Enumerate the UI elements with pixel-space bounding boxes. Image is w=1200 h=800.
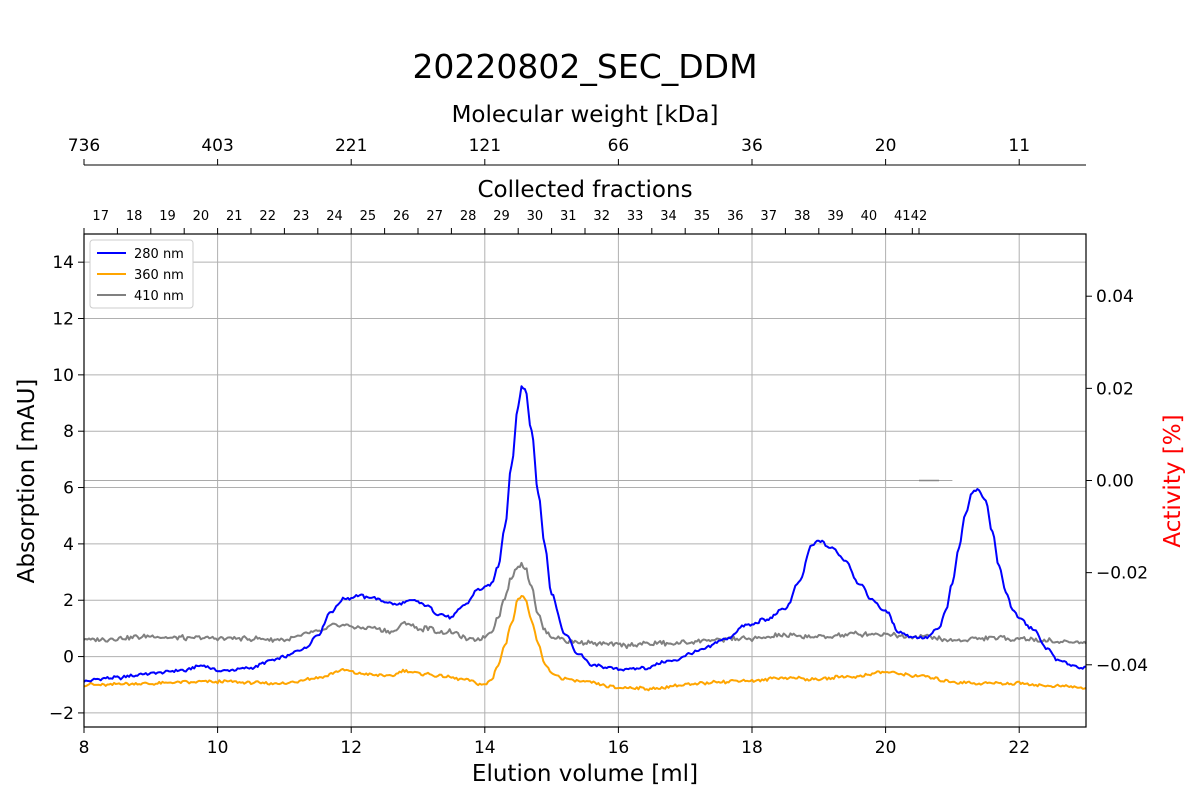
x-tick-label: 12: [340, 738, 362, 758]
grid: [83, 234, 1086, 727]
activity-axis-title: Activity [%]: [1160, 414, 1186, 547]
y2-tick-label: −0.04: [1096, 656, 1148, 676]
x-tick-label: 8: [79, 738, 90, 758]
legend-label-280: 280 nm: [134, 247, 184, 262]
x-tick-label: 14: [474, 738, 496, 758]
fraction-label: 17: [92, 209, 109, 224]
fraction-label: 31: [560, 209, 577, 224]
fraction-label: 42: [911, 209, 928, 224]
molecular-weight-tick-label: 736: [68, 136, 100, 156]
fraction-label: 41: [894, 209, 911, 224]
fraction-label: 18: [126, 209, 143, 224]
y-tick-label: 0: [63, 648, 74, 668]
series-line-280-nm: [83, 385, 1087, 683]
molecular-weight-tick-label: 121: [469, 136, 501, 156]
fraction-label: 32: [593, 209, 610, 224]
plot-lines: [83, 385, 1087, 692]
molecular-weight-tick-label: 20: [875, 136, 897, 156]
y2-tick-label: 0.02: [1096, 379, 1134, 399]
molecular-weight-tick-label: 403: [201, 136, 233, 156]
series-line-360-nm: [83, 595, 1087, 692]
x-tick-label: 10: [207, 738, 229, 758]
fraction-label: 28: [460, 209, 477, 224]
y-tick-label: 10: [52, 366, 74, 386]
y-tick-label: 8: [63, 422, 74, 442]
y2-tick-label: 0.04: [1096, 287, 1134, 307]
x-tick-label: 16: [608, 738, 630, 758]
legend-label-410: 410 nm: [134, 289, 184, 304]
y-tick-label: 4: [63, 535, 74, 555]
fraction-label: 24: [326, 209, 343, 224]
legend-box: [89, 239, 194, 309]
fraction-label: 35: [694, 209, 711, 224]
y-tick-label: 6: [63, 479, 74, 499]
y-tick-label: 14: [52, 253, 74, 273]
molecular-weight-axis-title: Molecular weight [kDa]: [452, 102, 719, 128]
x-tick-label: 22: [1008, 738, 1030, 758]
y-tick-label: 2: [63, 591, 74, 611]
fraction-label: 20: [193, 209, 210, 224]
chart-title: 20220802_SEC_DDM: [412, 47, 757, 86]
legend-label-360: 360 nm: [134, 268, 184, 283]
molecular-weight-tick-label: 36: [741, 136, 763, 156]
y2-tick-label: −0.02: [1096, 564, 1148, 584]
x-tick-label: 20: [875, 738, 897, 758]
legend: 280 nm 360 nm 410 nm: [89, 239, 194, 309]
fraction-label: 36: [727, 209, 744, 224]
fraction-label: 40: [861, 209, 878, 224]
y-tick-label: 12: [52, 310, 74, 330]
molecular-weight-tick-label: 66: [608, 136, 630, 156]
fraction-label: 27: [426, 209, 443, 224]
fraction-label: 29: [493, 209, 510, 224]
fraction-label: 38: [794, 209, 811, 224]
fraction-label: 26: [393, 209, 410, 224]
fraction-label: 37: [760, 209, 777, 224]
fraction-label: 34: [660, 209, 677, 224]
y2-tick-label: 0.00: [1096, 472, 1134, 492]
fraction-label: 23: [293, 209, 310, 224]
fraction-label: 22: [259, 209, 276, 224]
molecular-weight-tick-label: 221: [335, 136, 367, 156]
molecular-weight-tick-label: 11: [1008, 136, 1030, 156]
fraction-label: 25: [360, 209, 377, 224]
fraction-label: 39: [827, 209, 844, 224]
collected-fractions-axis-title: Collected fractions: [477, 177, 692, 203]
y-axis-title: Absorption [mAU]: [14, 379, 40, 584]
fraction-label: 33: [627, 209, 644, 224]
series-line-410-nm: [83, 561, 1087, 650]
axis-ticks: 8 10 12 14 16 18 20 22−2024681012140.040.020.00…: [49, 136, 1148, 758]
fraction-label: 19: [159, 209, 176, 224]
y-tick-label: −2: [49, 704, 74, 724]
x-tick-label: 18: [741, 738, 763, 758]
fraction-label: 30: [527, 209, 544, 224]
fraction-label: 21: [226, 209, 243, 224]
x-axis-title: Elution volume [ml]: [472, 761, 698, 787]
